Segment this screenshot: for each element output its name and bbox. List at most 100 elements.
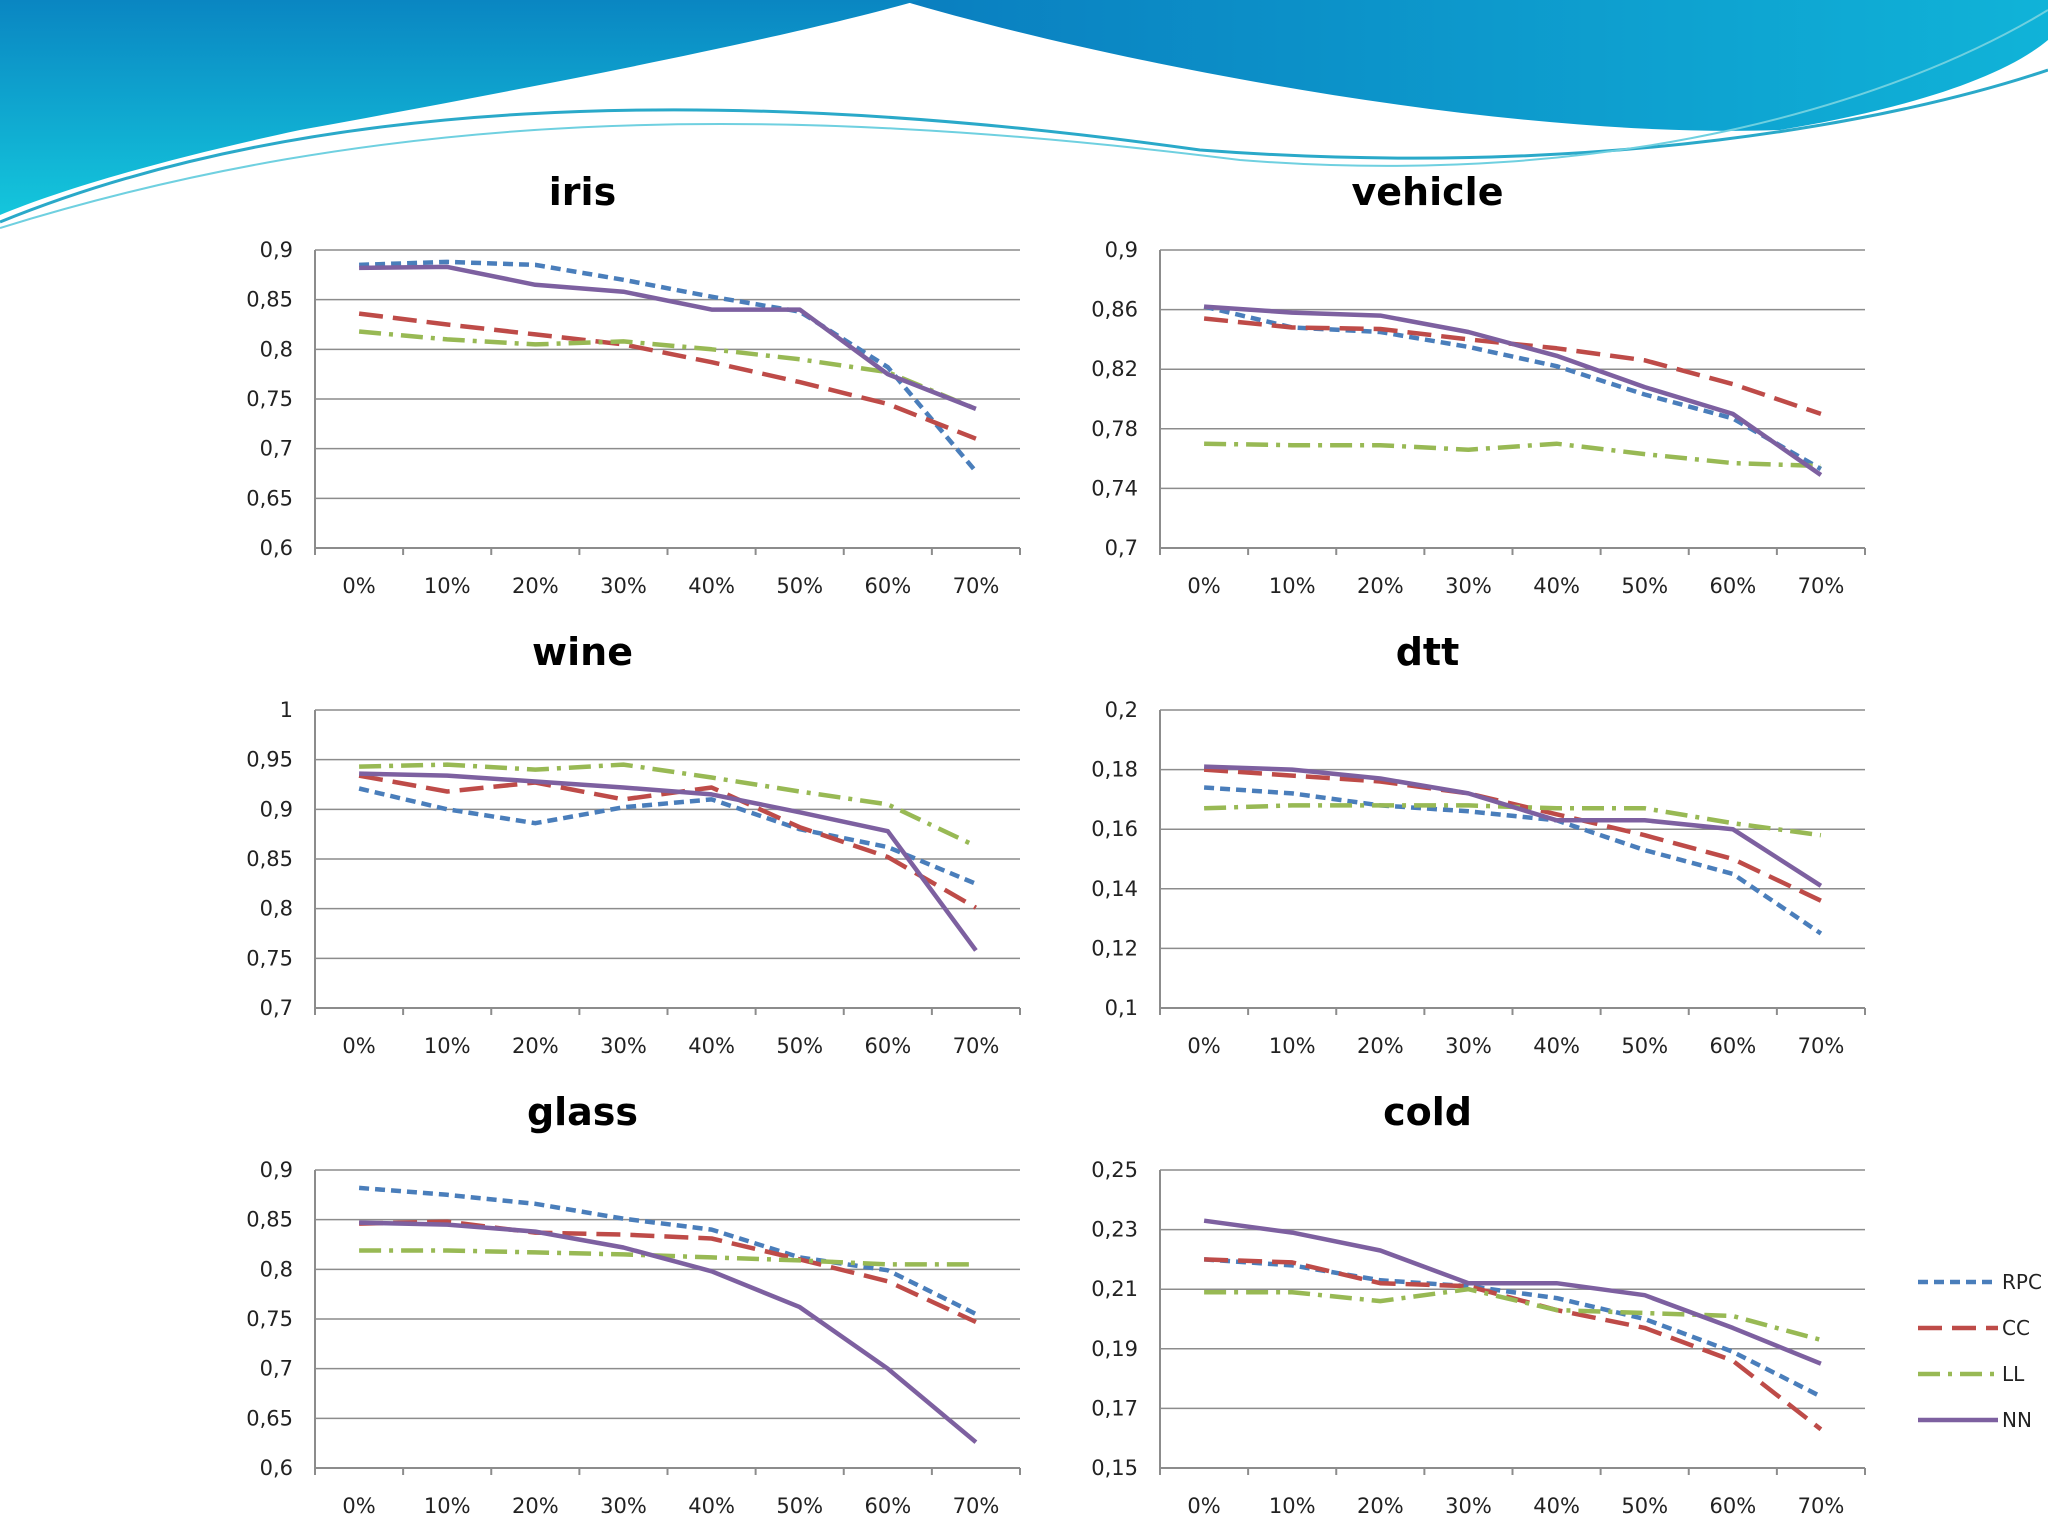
x-tick-label: 60% — [864, 1494, 911, 1518]
legend-label-ll: LL — [2002, 1362, 2025, 1386]
y-tick-label: 0,17 — [1091, 1396, 1138, 1420]
series-line-nn — [359, 264, 977, 411]
x-tick-label: 10% — [1269, 1494, 1316, 1518]
y-tick-label: 0,85 — [246, 288, 293, 312]
chart-title: iris — [549, 170, 616, 214]
y-tick-label: 0,19 — [1091, 1337, 1138, 1361]
y-tick-label: 0,74 — [1091, 476, 1138, 500]
chart-title: cold — [1383, 1090, 1472, 1134]
x-tick-label: 60% — [1709, 574, 1756, 598]
y-tick-label: 0,8 — [260, 897, 293, 921]
series-line-nn — [1203, 304, 1823, 477]
y-tick-label: 0,65 — [246, 486, 293, 510]
chart-panel-dtt: dtt 0,1 0,12 0,14 0,16 0,18 0,2 0% 10% 20% 30% 40% 5… — [1045, 620, 1885, 1060]
x-tick-label: 20% — [1357, 574, 1404, 598]
x-tick-label: 70% — [1798, 1034, 1845, 1058]
series-line-rpc — [358, 786, 977, 886]
x-tick-label: 70% — [953, 1034, 1000, 1058]
x-tick-label: 50% — [1621, 1034, 1668, 1058]
x-tick-label: 50% — [776, 574, 823, 598]
x-tick-label: 10% — [424, 1034, 471, 1058]
y-tick-label: 1 — [280, 698, 293, 722]
x-tick-label: 0% — [342, 1494, 375, 1518]
series-line-nn — [359, 1220, 978, 1444]
x-tick-label: 40% — [1533, 1034, 1580, 1058]
y-tick-label: 0,86 — [1091, 298, 1138, 322]
chart-panel-cold: cold 0,15 0,17 0,19 0,21 0,23 0,25 0% 10% 20% 30% 4… — [1045, 1080, 1885, 1520]
x-tick-label: 30% — [1445, 1494, 1492, 1518]
x-tick-label: 70% — [953, 1494, 1000, 1518]
x-tick-label: 30% — [1445, 574, 1492, 598]
y-tick-label: 0,9 — [1105, 238, 1138, 262]
x-tick-label: 50% — [776, 1494, 823, 1518]
y-tick-label: 0,85 — [246, 1208, 293, 1232]
series-line-rpc — [1203, 785, 1823, 936]
x-tick-label: 0% — [342, 574, 375, 598]
chart-glass: glass 0,6 0,65 0,7 0,75 0,8 0,85 0,9 0% 10% 20% 30%… — [246, 1090, 1021, 1518]
y-tick-label: 0,8 — [260, 337, 293, 361]
x-tick-label: 10% — [424, 574, 471, 598]
y-tick-label: 0,9 — [260, 797, 293, 821]
y-tick-label: 0,7 — [260, 1357, 293, 1381]
y-tick-label: 0,7 — [260, 996, 293, 1020]
header-wave-banner — [0, 0, 2048, 229]
chart-panel-wine: wine 0,7 0,75 0,8 0,85 0,9 0,95 1 0% 10% 20% 30% 40%… — [200, 620, 1040, 1060]
series-line-nn — [1204, 764, 1823, 888]
y-tick-label: 0,2 — [1105, 698, 1138, 722]
legend-label-rpc: RPC — [2002, 1270, 2042, 1294]
chart-legend: RPC CC LL NN — [1918, 1270, 2042, 1432]
y-tick-label: 0,25 — [1091, 1158, 1138, 1182]
chart-dtt: dtt 0,1 0,12 0,14 0,16 0,18 0,2 0% 10% 20% 30% 40% 5… — [1091, 630, 1866, 1058]
x-tick-label: 20% — [512, 1494, 559, 1518]
x-tick-label: 20% — [512, 1034, 559, 1058]
y-tick-label: 0,21 — [1091, 1277, 1138, 1301]
y-tick-label: 0,1 — [1105, 996, 1138, 1020]
x-tick-label: 10% — [1269, 574, 1316, 598]
y-tick-label: 0,7 — [1105, 536, 1138, 560]
y-tick-label: 0,12 — [1091, 936, 1138, 960]
x-tick-label: 60% — [1709, 1494, 1756, 1518]
x-tick-label: 0% — [1187, 574, 1220, 598]
chart-cold: cold 0,15 0,17 0,19 0,21 0,23 0,25 0% 10% 20% 30% 4… — [1091, 1090, 1866, 1518]
y-tick-label: 0,8 — [260, 1257, 293, 1281]
y-tick-label: 0,95 — [246, 748, 293, 772]
legend-label-nn: NN — [2002, 1408, 2032, 1432]
y-tick-label: 0,82 — [1091, 357, 1138, 381]
y-tick-label: 0,9 — [260, 238, 293, 262]
y-tick-label: 0,75 — [246, 387, 293, 411]
x-tick-label: 30% — [600, 574, 647, 598]
x-tick-label: 30% — [1445, 1034, 1492, 1058]
y-tick-label: 0,75 — [246, 946, 293, 970]
series-line-cc — [358, 311, 977, 441]
chart-iris: iris 0,6 0,65 0,7 0,75 0,8 0,85 0,9 0% 10% 20% 30% 4… — [246, 170, 1021, 598]
x-tick-label: 0% — [1187, 1034, 1220, 1058]
x-tick-label: 70% — [1798, 1494, 1845, 1518]
series-line-rpc — [358, 1185, 977, 1317]
x-tick-label: 10% — [1269, 1034, 1316, 1058]
y-tick-label: 0,15 — [1091, 1456, 1138, 1480]
chart-title: wine — [532, 630, 633, 674]
y-tick-label: 0,75 — [246, 1307, 293, 1331]
series-line-rpc — [359, 259, 978, 473]
series-line-ll — [359, 762, 977, 849]
y-tick-label: 0,9 — [260, 1158, 293, 1182]
x-tick-label: 20% — [512, 574, 559, 598]
x-tick-label: 20% — [1357, 1494, 1404, 1518]
x-tick-label: 60% — [864, 1034, 911, 1058]
x-tick-label: 0% — [342, 1034, 375, 1058]
x-tick-label: 40% — [688, 1494, 735, 1518]
x-tick-label: 40% — [688, 574, 735, 598]
y-tick-label: 0,85 — [246, 847, 293, 871]
chart-vehicle: vehicle 0,7 0,74 0,78 0,82 0,86 0,9 0% 10% 20% 30%… — [1091, 170, 1866, 598]
series-line-cc — [1203, 767, 1822, 903]
chart-title: glass — [527, 1090, 638, 1134]
y-tick-label: 0,16 — [1091, 817, 1138, 841]
series-line-nn — [359, 771, 978, 952]
x-tick-label: 50% — [1621, 1494, 1668, 1518]
y-tick-label: 0,6 — [260, 536, 293, 560]
series-line-cc — [1203, 316, 1822, 417]
x-tick-label: 20% — [1357, 1034, 1404, 1058]
series-line-ll — [1204, 1286, 1822, 1343]
legend-label-cc: CC — [2002, 1316, 2030, 1340]
